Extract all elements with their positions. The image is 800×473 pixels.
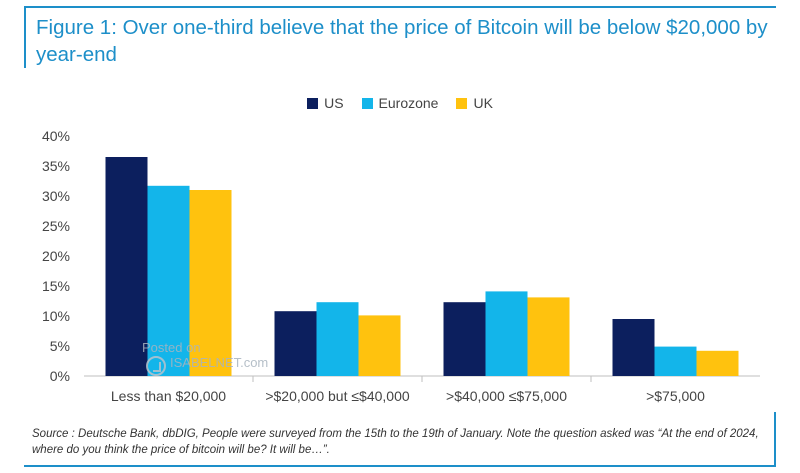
watermark-line2: ISABELNET.com xyxy=(170,355,269,370)
source-note: Source : Deutsche Bank, dbDIG, People we… xyxy=(32,428,759,456)
watermark-line1: Posted on xyxy=(142,340,201,355)
bar-eurozone-1 xyxy=(316,302,359,376)
source-frame-right xyxy=(774,412,776,467)
y-tick-label: 10% xyxy=(42,308,70,324)
watermark: Posted on ISABELNET.com xyxy=(142,340,269,376)
bar-eurozone-0 xyxy=(147,185,190,376)
x-category-label: >$75,000 xyxy=(646,388,705,404)
bar-us-1 xyxy=(274,311,317,376)
bar-eurozone-3 xyxy=(654,346,697,376)
chart-title: Figure 1: Over one-third believe that th… xyxy=(36,16,768,66)
legend-swatch xyxy=(307,97,319,109)
bar-uk-1 xyxy=(358,315,401,376)
legend-item-uk: UK xyxy=(456,95,493,111)
y-tick-label: 40% xyxy=(42,128,70,144)
legend-swatch xyxy=(456,97,468,109)
bar-uk-0 xyxy=(189,190,232,376)
legend-item-eurozone: Eurozone xyxy=(361,95,439,111)
isabelnet-logo-icon xyxy=(146,356,166,376)
y-tick-label: 5% xyxy=(50,338,70,354)
bar-chart: 0% 5% 10% 15% 20% 25% 30% 35% 40% Less than $20,0… xyxy=(42,128,760,404)
y-tick-label: 35% xyxy=(42,158,70,174)
legend-label: Eurozone xyxy=(378,95,439,111)
bar-eurozone-2 xyxy=(485,291,528,376)
legend-label: UK xyxy=(473,95,493,111)
legend-swatch xyxy=(361,97,373,109)
y-tick-label: 30% xyxy=(42,188,70,204)
y-tick-label: 0% xyxy=(50,368,70,384)
x-category-label: >$40,000 ≤$75,000 xyxy=(446,388,567,404)
bar-us-3 xyxy=(612,319,655,376)
bar-us-0 xyxy=(105,157,148,376)
bar-uk-2 xyxy=(527,297,570,376)
source-frame-bottom xyxy=(24,465,776,467)
y-tick-label: 25% xyxy=(42,218,70,234)
bar-uk-3 xyxy=(696,350,739,376)
x-category-label: Less than $20,000 xyxy=(111,388,226,404)
legend-label: US xyxy=(324,95,344,111)
y-tick-label: 15% xyxy=(42,278,70,294)
legend-item-us: US xyxy=(307,95,344,111)
x-category-label: >$20,000 but ≤$40,000 xyxy=(265,388,410,404)
bar-us-2 xyxy=(443,302,486,376)
title-frame-left xyxy=(24,6,26,68)
title-frame-top xyxy=(24,6,776,8)
legend: US Eurozone UK xyxy=(0,95,800,111)
y-tick-label: 20% xyxy=(42,248,70,264)
